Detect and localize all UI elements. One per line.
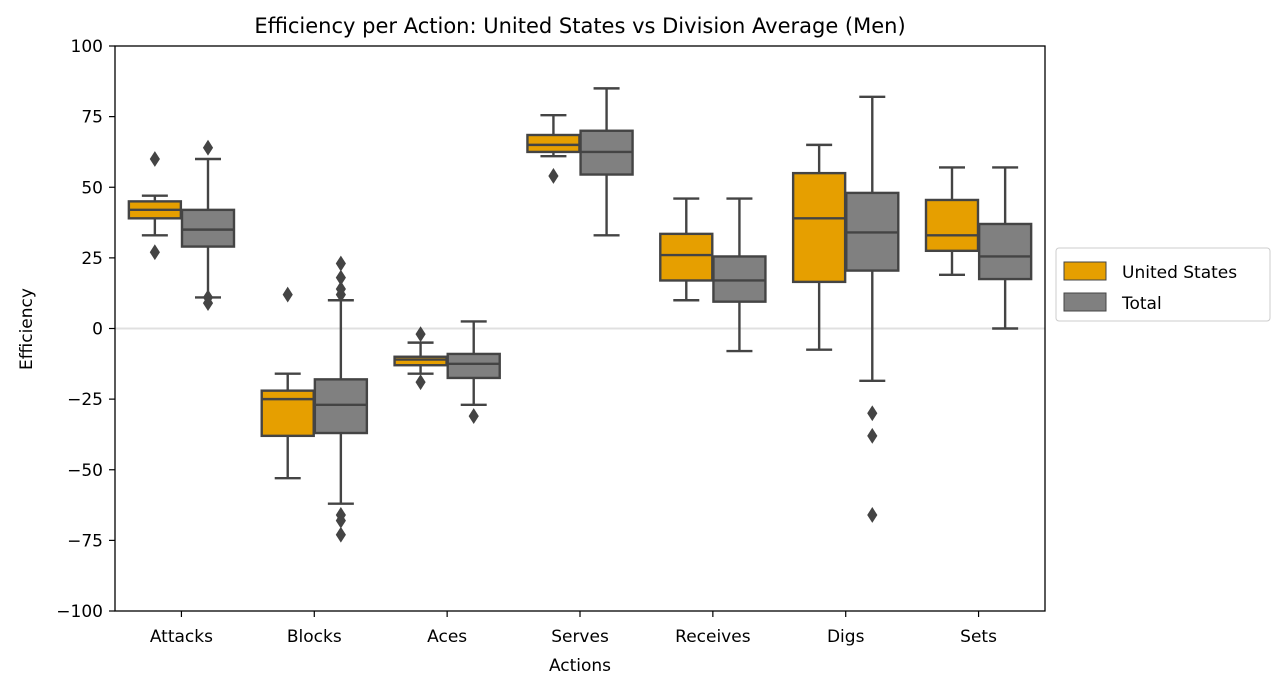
iqr-box xyxy=(659,232,714,282)
outlier-point xyxy=(335,281,346,297)
legend: United States Total xyxy=(1055,247,1271,322)
chart-title: Efficiency per Action: United States vs … xyxy=(254,14,905,38)
y-axis: −100 −75 −50 −25 0 25 50 75 100 xyxy=(56,37,115,622)
iqr-box xyxy=(393,355,448,367)
outlier-point xyxy=(149,244,160,261)
outlier-point xyxy=(335,269,346,286)
series-total xyxy=(180,87,1033,543)
y-tick-label: −100 xyxy=(56,602,103,622)
y-tick-label: 50 xyxy=(81,178,103,198)
outlier-point xyxy=(282,286,293,303)
box-digs xyxy=(791,143,847,351)
box-receives xyxy=(712,197,767,353)
box-aces xyxy=(393,326,448,391)
legend-frame xyxy=(1055,247,1271,322)
box-attacks xyxy=(127,151,183,261)
iqr-box xyxy=(180,208,236,248)
iqr-box xyxy=(313,378,369,435)
y-tick-label: 25 xyxy=(81,249,103,269)
iqr-box xyxy=(446,352,501,380)
box-sets xyxy=(977,166,1033,330)
outlier-point xyxy=(415,374,426,391)
outlier-point xyxy=(867,405,878,422)
outlier-point xyxy=(468,408,479,424)
iqr-box xyxy=(260,389,315,438)
box-aces xyxy=(446,320,501,424)
outlier-point xyxy=(867,507,878,523)
outlier-point xyxy=(202,289,214,306)
outlier-point xyxy=(867,427,878,444)
iqr-box xyxy=(526,133,581,154)
outlier-point xyxy=(415,326,426,343)
legend-swatch-total xyxy=(1063,292,1107,312)
x-tick-label: Receives xyxy=(675,627,751,647)
outlier-point xyxy=(548,168,559,184)
iqr-box xyxy=(791,171,847,284)
box-blocks xyxy=(313,255,369,543)
x-tick-label: Digs xyxy=(827,627,865,647)
legend-label-united-states: United States xyxy=(1122,263,1237,283)
y-tick-label: −25 xyxy=(67,390,103,410)
outlier-point xyxy=(149,151,160,167)
x-axis-label: Actions xyxy=(549,656,611,676)
y-tick-label: −50 xyxy=(67,461,103,481)
box-serves xyxy=(526,114,581,184)
outlier-point xyxy=(335,255,346,272)
outlier-point xyxy=(202,139,214,156)
legend-label-total: Total xyxy=(1121,294,1162,314)
series-united-states xyxy=(127,114,980,480)
box-sets xyxy=(924,166,980,277)
box-receives xyxy=(659,197,714,302)
y-tick-label: −75 xyxy=(67,531,103,551)
outlier-point xyxy=(335,507,346,523)
legend-swatch-united-states xyxy=(1063,261,1107,281)
y-tick-label: 0 xyxy=(92,320,103,340)
x-tick-label: Attacks xyxy=(150,627,213,647)
x-axis: Attacks Blocks Aces Serves Receives Digs Sets xyxy=(150,611,997,647)
y-tick-label: 100 xyxy=(71,37,103,57)
box-digs xyxy=(845,95,900,523)
y-tick-label: 75 xyxy=(81,108,103,128)
x-tick-label: Aces xyxy=(427,627,467,647)
y-axis-label: Efficiency xyxy=(17,288,37,370)
x-tick-label: Blocks xyxy=(287,627,342,647)
x-tick-label: Sets xyxy=(960,627,997,647)
x-tick-label: Serves xyxy=(551,627,609,647)
box-series xyxy=(127,87,1033,543)
box-attacks xyxy=(180,139,236,311)
iqr-box xyxy=(924,198,980,253)
iqr-box xyxy=(712,255,767,303)
outlier-point xyxy=(335,526,346,543)
box-serves xyxy=(579,87,634,237)
box-blocks xyxy=(260,286,315,480)
iqr-box xyxy=(977,222,1033,281)
